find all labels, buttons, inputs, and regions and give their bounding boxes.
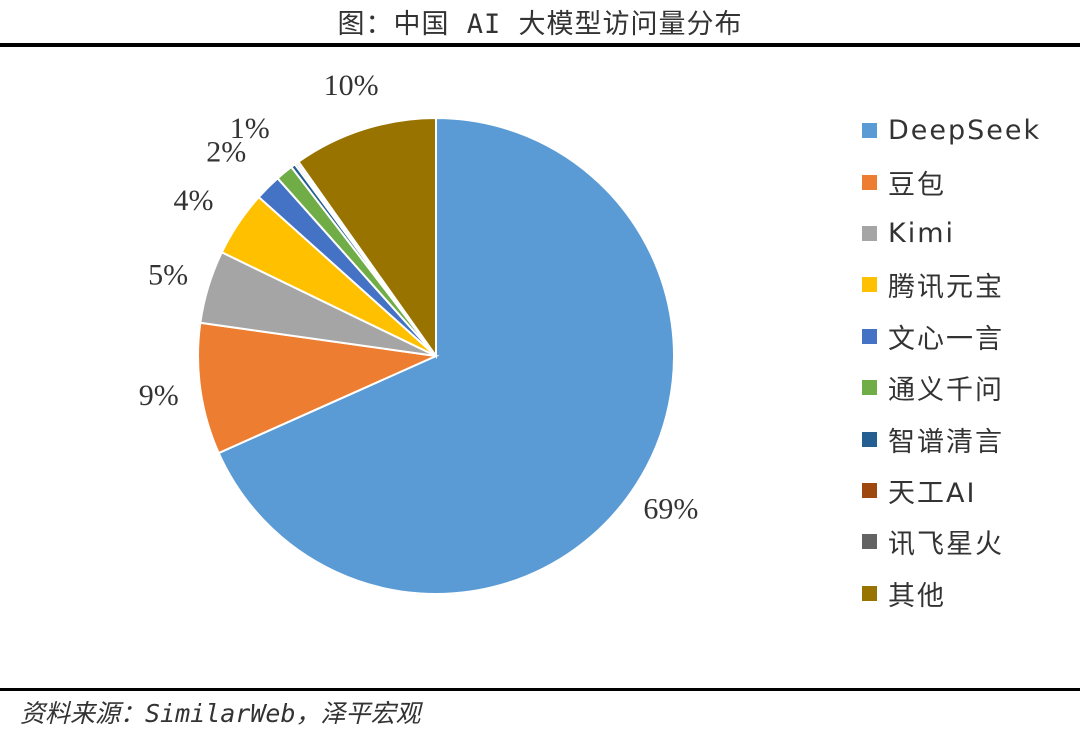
legend-label: 豆包 [888, 169, 946, 201]
legend-item: DeepSeek [862, 105, 1041, 156]
legend-item: 讯飞星火 [862, 516, 1041, 567]
legend-item: 通义千问 [862, 362, 1041, 413]
legend-label: 天工AI [888, 477, 977, 509]
legend-item: 文心一言 [862, 311, 1041, 362]
legend-swatch [862, 585, 877, 601]
pie-labels: 69% 9% 5% 4% 2%1% 10% [139, 69, 699, 525]
chart-title: 图：中国 AI 大模型访问量分布 [337, 9, 743, 40]
pie-slice-0 [217, 116, 675, 595]
pie-label-5: 1% [230, 112, 270, 145]
pie-label-4: 2% [206, 136, 246, 169]
legend-label: 讯飞星火 [888, 529, 1004, 561]
legend-swatch [862, 328, 877, 344]
bottom-rule [0, 688, 1080, 691]
legend-swatch [862, 431, 877, 447]
pie-label-9: 10% [324, 69, 379, 102]
legend-label: 文心一言 [888, 323, 1004, 355]
legend-item: 天工AI [862, 465, 1041, 516]
source-note: 资料来源：SimilarWeb，泽平宏观 [20, 699, 421, 728]
legend-swatch [862, 380, 877, 396]
legend-swatch [862, 482, 877, 498]
legend-item: 豆包 [862, 156, 1041, 207]
legend-item: 智谱清言 [862, 413, 1041, 464]
legend-item: Kimi [862, 208, 1041, 259]
legend-label: 其他 [888, 580, 946, 612]
legend-swatch [862, 123, 877, 139]
pie-label-3: 4% [174, 184, 214, 217]
pie-slice-9 [297, 116, 437, 360]
pie-label-2: 5% [148, 259, 188, 292]
pie-label-0: 69% [643, 492, 698, 525]
legend-swatch [862, 174, 877, 190]
pie-label-1: 9% [139, 379, 179, 412]
legend-label: 腾讯元宝 [888, 272, 1004, 304]
legend-label: 通义千问 [888, 375, 1004, 407]
chart-legend: DeepSeek 豆包 Kimi 腾讯元宝文心一言通义千问智谱清言天工AI 讯飞星火其他 [862, 105, 1041, 619]
legend-label: 智谱清言 [888, 426, 1004, 458]
top-rule [0, 43, 1080, 47]
legend-item: 腾讯元宝 [862, 259, 1041, 310]
pie-slice-1 [197, 321, 440, 455]
legend-swatch [862, 277, 877, 293]
legend-swatch [862, 225, 877, 241]
legend-item: 其他 [862, 568, 1041, 619]
legend-label: DeepSeek [888, 115, 1042, 147]
pie-slices [197, 116, 675, 595]
legend-swatch [862, 534, 877, 550]
legend-label: Kimi [888, 217, 956, 249]
